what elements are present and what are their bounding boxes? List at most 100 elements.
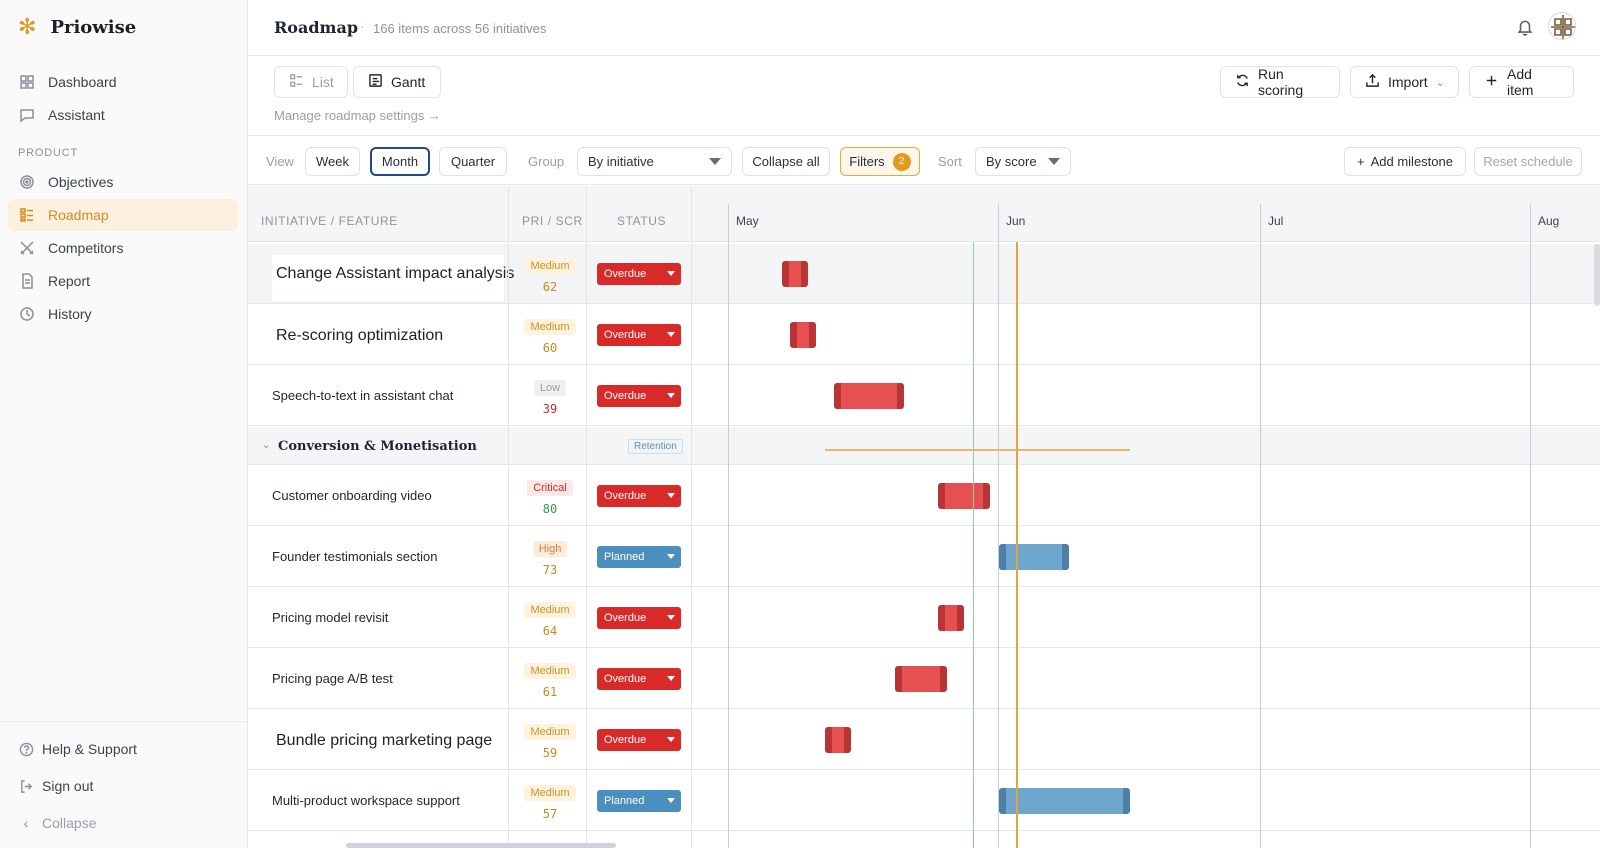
table-row[interactable]: Founder testimonials section High 73 Plan… xyxy=(248,527,1600,587)
sidebar-item-history[interactable]: History xyxy=(8,298,238,330)
table-row[interactable]: Pricing page A/B test Medium 61 Overdue xyxy=(248,649,1600,709)
month-label: Aug xyxy=(1538,214,1560,228)
sidebar-item-objectives[interactable]: Objectives xyxy=(8,166,238,198)
feature-name: Customer onboarding video xyxy=(272,488,432,503)
group-row[interactable]: ⌄ Conversion & Monetisation Retention xyxy=(248,427,1600,465)
manage-roadmap-settings-link[interactable]: Manage roadmap settings → xyxy=(274,108,441,123)
feature-name: Pricing page A/B test xyxy=(272,671,393,686)
swords-icon xyxy=(18,239,36,257)
plus-icon xyxy=(1484,73,1499,91)
name-edit-box[interactable] xyxy=(272,255,504,301)
sidebar-item-roadmap[interactable]: Roadmap xyxy=(8,199,238,231)
gantt-bar[interactable] xyxy=(790,322,816,348)
list-view-button[interactable]: List xyxy=(274,66,348,98)
feature-name: Change Assistant impact analysis xyxy=(276,265,515,282)
week-scale-button[interactable]: Week xyxy=(305,147,360,176)
priority-cell: High 73 xyxy=(512,539,588,577)
import-button[interactable]: Import ⌄ xyxy=(1350,66,1459,98)
gantt-bar[interactable] xyxy=(895,666,947,692)
status-dropdown[interactable]: Planned xyxy=(597,546,681,568)
priority-cell: Medium 62 xyxy=(512,256,588,294)
sign-out-button[interactable]: Sign out xyxy=(18,778,93,794)
sidebar-item-dashboard[interactable]: Dashboard xyxy=(8,66,238,98)
group-select[interactable]: By initiative xyxy=(577,147,732,176)
caret-down-icon xyxy=(667,271,675,276)
sidebar-item-report[interactable]: Report xyxy=(8,265,238,297)
gantt-view-button[interactable]: Gantt xyxy=(353,66,441,98)
plus-icon: + xyxy=(1357,154,1365,169)
table-row[interactable]: Speech-to-text in assistant chat Low 39 O… xyxy=(248,366,1600,426)
caret-down-icon xyxy=(667,676,675,681)
status-dropdown[interactable]: Overdue xyxy=(597,385,681,407)
gantt-bar[interactable] xyxy=(938,483,990,509)
priority-badge: Critical xyxy=(527,480,573,496)
status-label: Overdue xyxy=(604,612,647,624)
sort-label: Sort xyxy=(938,154,962,169)
status-dropdown[interactable]: Planned xyxy=(597,790,681,812)
list-view-label: List xyxy=(312,74,334,90)
collapse-all-button[interactable]: Collapse all xyxy=(742,147,830,176)
vertical-scrollbar[interactable] xyxy=(1594,244,1600,306)
sidebar-item-label: Roadmap xyxy=(48,207,109,223)
score-value: 39 xyxy=(542,402,558,416)
table-row[interactable]: Change Assistant impact analysis Medium 6… xyxy=(248,244,1600,304)
reset-schedule-button[interactable]: Reset schedule xyxy=(1474,147,1582,176)
page-title: Roadmap xyxy=(274,18,359,37)
month-gridline xyxy=(728,204,729,848)
table-row[interactable]: Pricing model revisit Medium 64 Overdue xyxy=(248,588,1600,648)
filters-button[interactable]: Filters 2 xyxy=(840,147,920,176)
priority-badge: High xyxy=(532,541,568,557)
sidebar-item-assistant[interactable]: Assistant xyxy=(8,99,238,131)
feature-name: Multi-product workspace support xyxy=(272,793,460,808)
priority-cell: Low 39 xyxy=(512,378,588,416)
month-label: Jul xyxy=(1268,214,1284,228)
milestone-marker-line[interactable] xyxy=(1016,242,1018,848)
gantt-icon xyxy=(368,73,383,91)
brand[interactable]: ✻ Priowise xyxy=(18,16,136,38)
table-row[interactable]: Customer onboarding video Critical 80 Ove… xyxy=(248,466,1600,526)
caret-down-icon xyxy=(667,615,675,620)
chevron-left-icon: ‹ xyxy=(23,815,29,831)
collapse-sidebar-button[interactable]: ‹ Collapse xyxy=(18,815,97,831)
gantt-bar[interactable] xyxy=(782,261,808,287)
grid-icon xyxy=(18,73,36,91)
sidebar-item-label: Competitors xyxy=(48,240,124,256)
table-row[interactable]: Multi-product workspace support Medium 57… xyxy=(248,771,1600,831)
gantt-bar[interactable] xyxy=(999,788,1130,814)
add-item-button[interactable]: Add item xyxy=(1469,66,1574,98)
quarter-scale-button[interactable]: Quarter xyxy=(439,147,507,176)
feature-name: Pricing model revisit xyxy=(272,610,389,625)
chevron-down-icon[interactable]: ⌄ xyxy=(262,440,271,451)
status-dropdown[interactable]: Overdue xyxy=(597,263,681,285)
bell-icon[interactable] xyxy=(1516,18,1534,39)
section-label-product: PRODUCT xyxy=(18,147,78,159)
status-dropdown[interactable]: Overdue xyxy=(597,729,681,751)
caret-down-icon xyxy=(667,493,675,498)
horizontal-scrollbar[interactable] xyxy=(346,843,616,848)
add-item-label: Add item xyxy=(1507,66,1534,98)
group-title: Conversion & Monetisation xyxy=(278,439,477,454)
run-scoring-button[interactable]: Run scoring xyxy=(1220,66,1340,98)
gantt-bar[interactable] xyxy=(834,383,904,409)
avatar[interactable] xyxy=(1548,12,1576,40)
status-dropdown[interactable]: Overdue xyxy=(597,607,681,629)
sidebar-item-competitors[interactable]: Competitors xyxy=(8,232,238,264)
gantt-grid: INITIATIVE / FEATURE PRI / SCR STATUS Ma… xyxy=(248,186,1600,848)
page-subtitle: 166 items across 56 initiatives xyxy=(373,21,547,36)
sort-select[interactable]: By score xyxy=(975,147,1071,176)
table-row[interactable]: Bundle pricing marketing page Medium 59 O… xyxy=(248,710,1600,770)
add-milestone-button[interactable]: + Add milestone xyxy=(1344,147,1466,176)
gantt-bar[interactable] xyxy=(938,605,964,631)
score-value: 80 xyxy=(542,502,558,516)
help-support-link[interactable]: Help & Support xyxy=(18,741,137,757)
column-divider xyxy=(586,186,587,848)
table-row[interactable]: Re-scoring optimization Medium 60 Overdue xyxy=(248,305,1600,365)
status-dropdown[interactable]: Overdue xyxy=(597,324,681,346)
status-dropdown[interactable]: Overdue xyxy=(597,485,681,507)
status-dropdown[interactable]: Overdue xyxy=(597,668,681,690)
gantt-bar[interactable] xyxy=(825,727,851,753)
column-divider xyxy=(508,186,509,848)
caret-down-icon xyxy=(667,737,675,742)
month-scale-button[interactable]: Month xyxy=(370,147,430,176)
gantt-bar[interactable] xyxy=(999,544,1069,570)
